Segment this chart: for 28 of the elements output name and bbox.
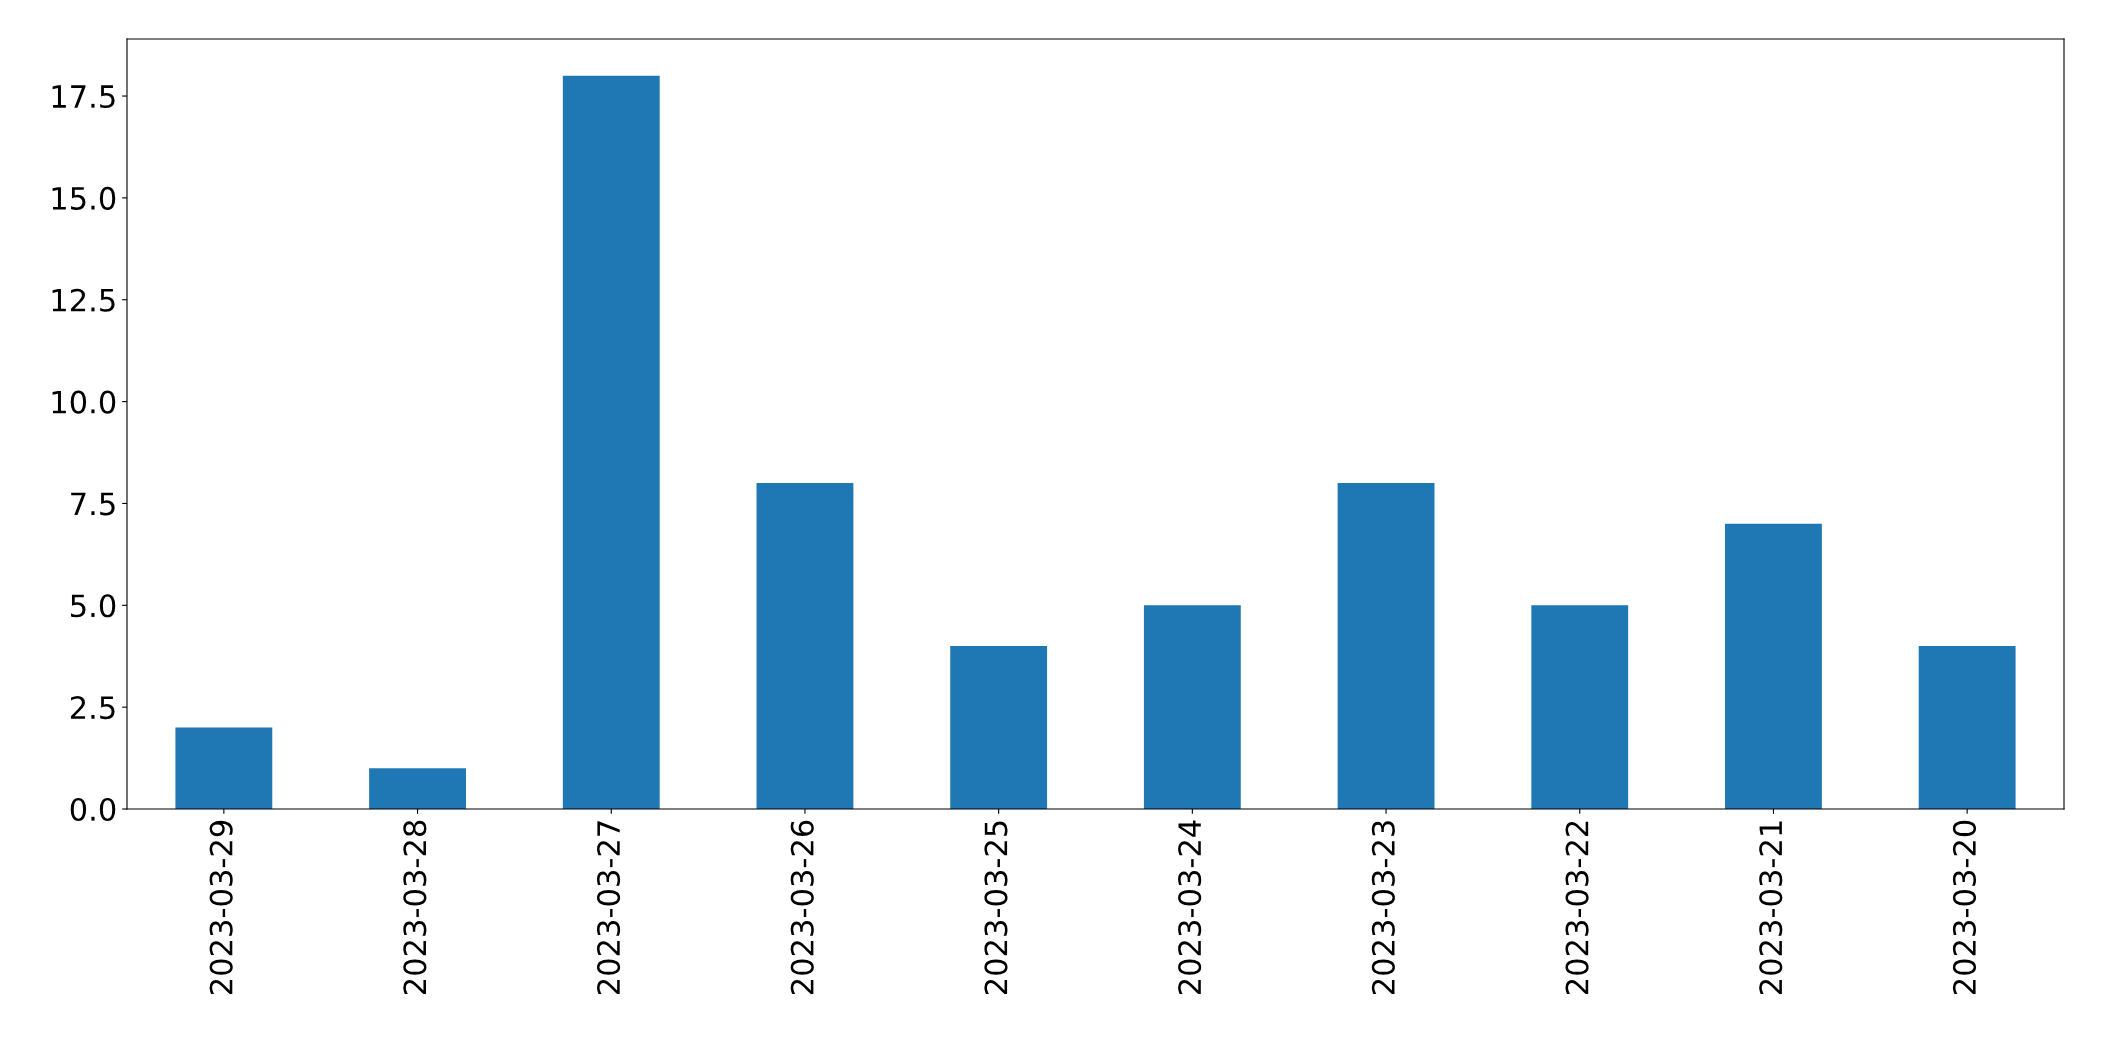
y-tick-label: 12.5 bbox=[52, 288, 115, 312]
x-tick-label: 2023-03-27 bbox=[597, 821, 621, 995]
bar bbox=[1531, 605, 1629, 809]
bar bbox=[950, 646, 1048, 809]
x-tick-label: 2023-03-25 bbox=[984, 821, 1008, 995]
x-tick-label: 2023-03-24 bbox=[1178, 820, 1202, 995]
bar bbox=[369, 768, 466, 809]
x-tick-label: 2023-03-23 bbox=[1371, 821, 1395, 995]
bar bbox=[1918, 646, 2016, 809]
y-tick-label: 15.0 bbox=[52, 186, 116, 210]
y-tick-label: 5.0 bbox=[71, 594, 116, 618]
bar bbox=[756, 483, 854, 809]
y-tick-label: 2.5 bbox=[70, 696, 115, 720]
bar bbox=[1725, 523, 1822, 809]
x-tick-label: 2023-03-22 bbox=[1565, 821, 1589, 995]
x-tick-label: 2023-03-21 bbox=[1759, 821, 1783, 995]
bar bbox=[562, 75, 660, 809]
bar bbox=[1143, 605, 1241, 809]
x-tick-label: 2023-03-20 bbox=[1952, 820, 1977, 995]
x-tick-label: 2023-03-28 bbox=[403, 820, 427, 995]
bar bbox=[1337, 483, 1435, 809]
bar bbox=[175, 727, 273, 809]
y-tick-label: 7.5 bbox=[71, 492, 115, 516]
y-tick-label: 0.0 bbox=[70, 797, 116, 822]
y-tick-label: 10.0 bbox=[52, 390, 116, 414]
x-tick-label: 2023-03-26 bbox=[790, 820, 814, 995]
x-tick-label: 2023-03-29 bbox=[209, 820, 233, 995]
y-tick-label: 17.5 bbox=[52, 85, 115, 109]
